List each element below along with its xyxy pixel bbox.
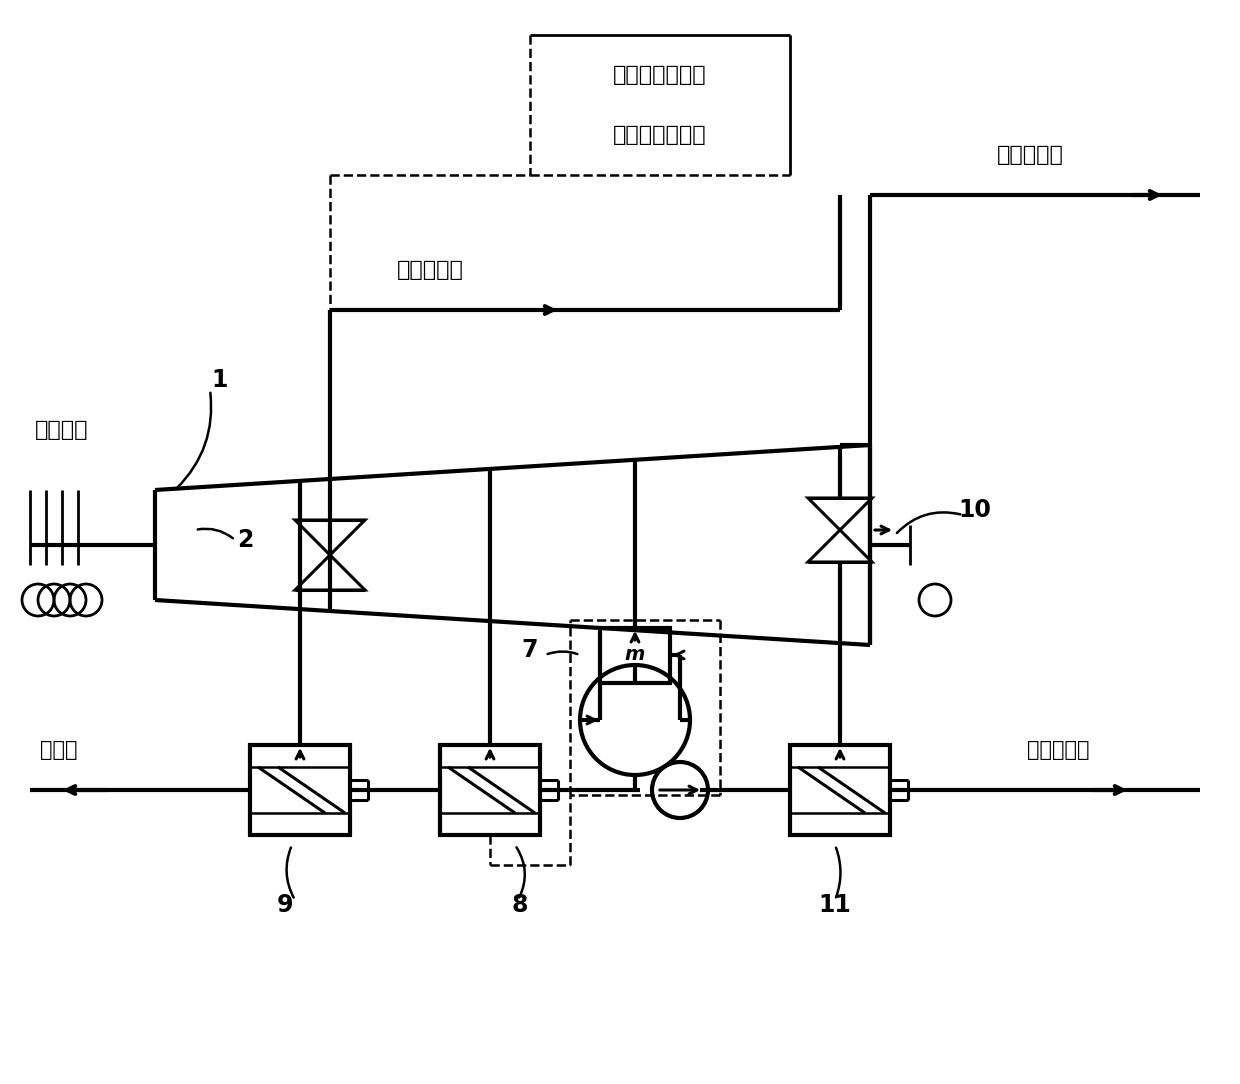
Bar	[600, 628, 670, 683]
Bar	[250, 745, 350, 835]
Text: 9: 9	[277, 893, 293, 917]
Text: 去采暖用户: 去采暖用户	[997, 145, 1064, 165]
Text: 去锅炉: 去锅炉	[40, 740, 77, 760]
Text: 2: 2	[237, 528, 253, 552]
Text: 7: 7	[522, 638, 538, 662]
Text: 来自锅炉: 来自锅炉	[35, 420, 88, 440]
Text: 节装置可选位置: 节装置可选位置	[614, 125, 707, 145]
Text: 10: 10	[959, 498, 992, 522]
Text: m: m	[625, 645, 645, 664]
Text: 回水及补水: 回水及补水	[1028, 740, 1090, 760]
Text: 1: 1	[212, 367, 228, 392]
Text: 11: 11	[818, 893, 852, 917]
Bar	[790, 745, 890, 835]
Text: 去工业用户: 去工业用户	[397, 260, 464, 280]
Bar	[440, 745, 539, 835]
Text: 工业抽汽口及调: 工业抽汽口及调	[614, 65, 707, 85]
Text: 8: 8	[512, 893, 528, 917]
